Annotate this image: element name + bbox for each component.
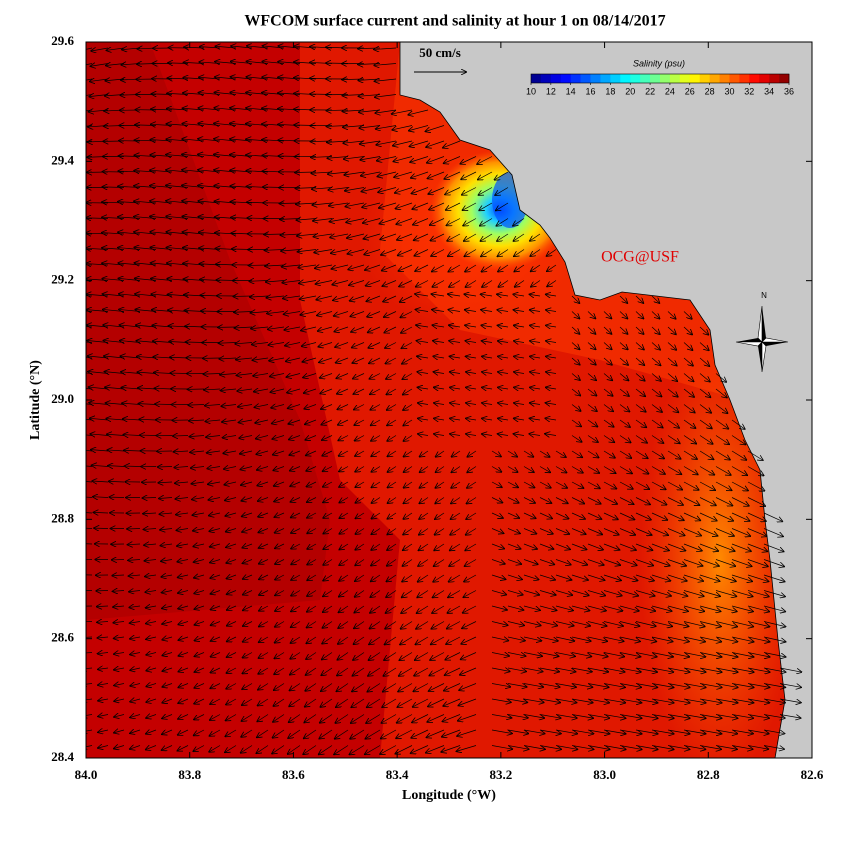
colorbar-tick-label: 36 <box>784 86 794 96</box>
colorbar-tick-label: 30 <box>724 86 734 96</box>
colorbar-cell <box>581 74 591 83</box>
colorbar-cell <box>690 74 700 83</box>
colorbar-tick-label: 22 <box>645 86 655 96</box>
x-tick-label: 83.4 <box>386 767 409 782</box>
colorbar-cell <box>700 74 710 83</box>
colorbar-cell <box>620 74 630 83</box>
map-title: WFCOM surface current and salinity at ho… <box>244 13 665 30</box>
colorbar-title: Salinity (psu) <box>633 58 685 68</box>
colorbar-cell <box>779 74 789 83</box>
colorbar-cell <box>729 74 739 83</box>
colorbar-cell <box>541 74 551 83</box>
x-axis-label: Longitude (°W) <box>402 788 496 803</box>
colorbar-cell <box>680 74 690 83</box>
colorbar-tick-label: 26 <box>685 86 695 96</box>
colorbar-tick-label: 12 <box>546 86 556 96</box>
x-tick-label: 82.6 <box>801 767 824 782</box>
colorbar-tick-label: 10 <box>526 86 536 96</box>
x-tick-label: 83.0 <box>593 767 616 782</box>
x-tick-label: 83.8 <box>178 767 201 782</box>
credit: OCG@USF <box>601 249 679 266</box>
x-tick-label: 82.8 <box>697 767 720 782</box>
colorbar-cell <box>571 74 581 83</box>
colorbar-cell <box>600 74 610 83</box>
colorbar-cell <box>710 74 720 83</box>
y-tick-label: 29.6 <box>51 33 74 48</box>
x-tick-label: 83.6 <box>282 767 305 782</box>
y-tick-label: 29.4 <box>51 152 74 167</box>
y-tick-label: 28.6 <box>51 630 74 645</box>
colorbar-cell <box>610 74 620 83</box>
y-axis-label: Latitude (°N) <box>28 360 43 440</box>
colorbar-cell <box>769 74 779 83</box>
scale-label: 50 cm/s <box>419 45 461 60</box>
colorbar-tick-label: 32 <box>744 86 754 96</box>
colorbar-tick-label: 20 <box>625 86 635 96</box>
salinity-field <box>70 42 812 780</box>
colorbar-cell <box>670 74 680 83</box>
colorbar-cell <box>551 74 561 83</box>
y-tick-label: 28.8 <box>51 510 74 525</box>
colorbar-cell <box>640 74 650 83</box>
colorbar-tick-label: 18 <box>605 86 615 96</box>
colorbar-tick-label: 14 <box>566 86 576 96</box>
north-label: N <box>761 291 767 300</box>
y-tick-label: 29.2 <box>51 272 74 287</box>
y-tick-label: 29.0 <box>51 391 74 406</box>
colorbar-cell <box>630 74 640 83</box>
colorbar-cell <box>660 74 670 83</box>
colorbar-cell <box>720 74 730 83</box>
colorbar-cell <box>591 74 601 83</box>
colorbar-tick-label: 24 <box>665 86 675 96</box>
colorbar-cell <box>561 74 571 83</box>
y-tick-label: 28.4 <box>51 749 74 764</box>
colorbar-cell <box>531 74 541 83</box>
colorbar-cell <box>749 74 759 83</box>
x-tick-label: 83.2 <box>489 767 512 782</box>
colorbar-cell <box>739 74 749 83</box>
colorbar-tick-label: 34 <box>764 86 774 96</box>
x-tick-label: 84.0 <box>75 767 98 782</box>
colorbar-tick-label: 16 <box>586 86 596 96</box>
colorbar-cell <box>650 74 660 83</box>
colorbar-cell <box>759 74 769 83</box>
colorbar-tick-label: 28 <box>705 86 715 96</box>
